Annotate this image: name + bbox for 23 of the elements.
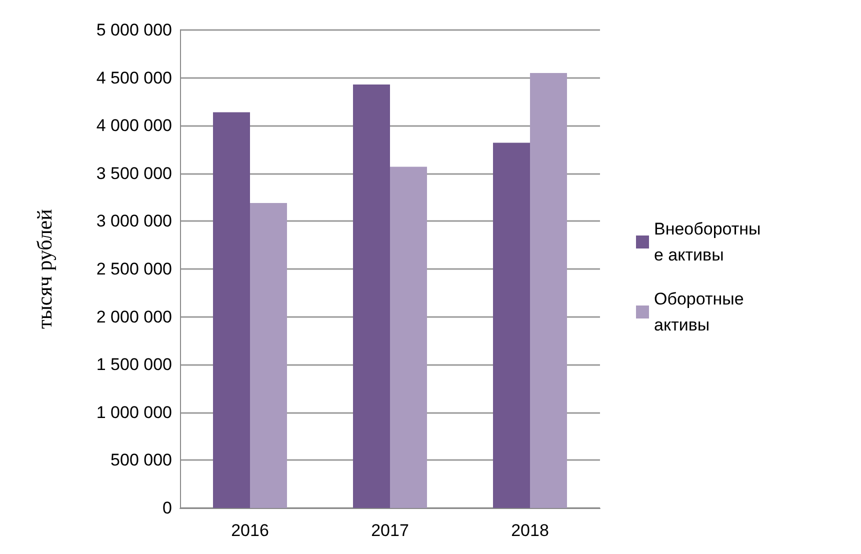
y-tick-label: 3 500 000 [96,164,172,183]
y-tick-label: 500 000 [110,450,172,470]
x-tick-label: 2016 [231,521,269,540]
y-tick-label: 4 000 000 [96,116,172,136]
bar [493,142,530,508]
y-tick-label: 3 000 000 [96,212,172,231]
y-axis-title: тысяч рублей [32,209,56,329]
y-tick-label: 0 [162,498,172,518]
legend-label: Внеоборотные активы [654,220,761,264]
x-tick-label: 2017 [371,521,409,540]
y-tick-label: 1 500 000 [96,355,172,374]
bar [353,84,390,508]
bar [213,112,250,508]
y-tick-label: 1 000 000 [96,402,172,422]
bar [250,203,287,508]
y-tick-label: 2 500 000 [96,260,172,278]
y-tick-label: 4 500 000 [96,68,172,88]
legend-label: Оборотные активы [654,290,749,334]
x-tick-label: 2018 [511,521,549,540]
y-tick-label: 2 000 000 [96,307,172,326]
bar [530,73,567,508]
y-tick-label: 5 000 000 [96,20,172,40]
bar [390,166,427,508]
